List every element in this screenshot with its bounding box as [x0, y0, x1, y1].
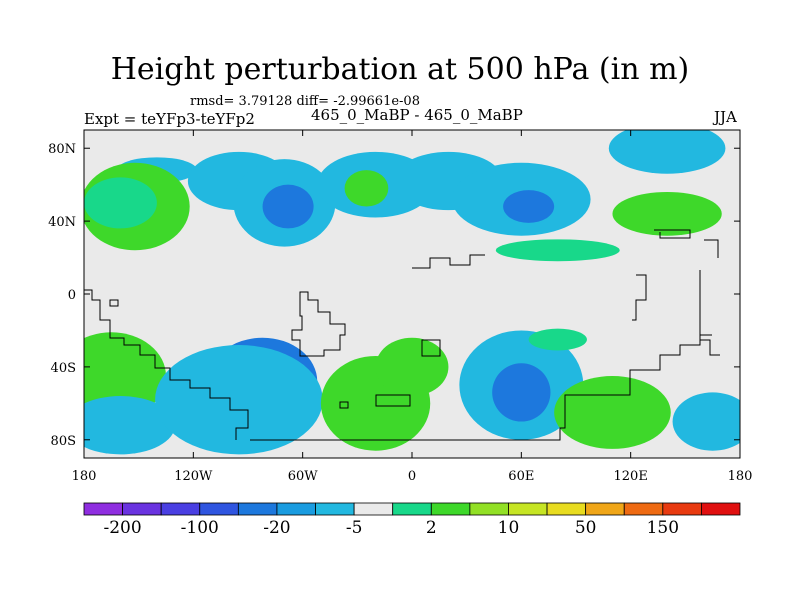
x-tick-label: 0 — [408, 469, 416, 484]
chart-title: Height perturbation at 500 hPa (in m) — [110, 52, 690, 87]
x-tick-label: 120W — [174, 469, 213, 484]
colorbar-bin — [276, 502, 316, 516]
season-label: JJA — [714, 108, 737, 126]
coastline-africa-north — [412, 254, 485, 269]
colorbar-bin — [469, 502, 509, 516]
region-sh-cyan-far-e — [672, 392, 740, 451]
region-sh-green-c2 — [375, 337, 449, 397]
colorbar-bin — [430, 502, 471, 516]
coastline-antarctic-west — [84, 289, 249, 440]
coastline-small-island — [109, 299, 119, 307]
x-tick-label: 180 — [728, 469, 753, 484]
colorbar-bin — [122, 502, 162, 516]
coastline-island-1 — [375, 394, 411, 407]
x-tick-label: 60E — [508, 469, 534, 484]
y-tick-label: 80N — [48, 142, 76, 157]
region-np-cyan-ne — [608, 130, 726, 174]
colorbar-label: 150 — [647, 518, 679, 538]
colorbar-bin — [508, 502, 548, 516]
y-tick-label: 40S — [51, 361, 76, 376]
coastline-south-america — [291, 291, 346, 357]
coastline-antarctica — [250, 334, 712, 441]
colorbar-bin — [237, 502, 278, 516]
colorbar-bin — [199, 502, 239, 516]
region-np-green-c — [344, 170, 389, 207]
colorbar-bin — [392, 502, 432, 516]
axes: 180 120W 60W 0 60E 120E 180 80N 40N 0 40S 80S — [48, 130, 752, 484]
y-tick-label: 0 — [68, 288, 76, 303]
colorbar-bin — [353, 502, 394, 516]
colorbar-bin — [546, 502, 587, 516]
stats-label: rmsd= 3.79128 diff= -2.99661e-08 — [190, 94, 420, 109]
colorbar-label: -100 — [181, 518, 219, 538]
case-label: 465_0_MaBP - 465_0_MaBP — [311, 106, 523, 124]
region-sh-green-small — [528, 328, 587, 351]
coastline-indonesia — [632, 274, 647, 321]
colorbar-bin — [623, 502, 664, 516]
y-tick-label: 80S — [51, 434, 76, 449]
region-sh-cyan-w — [84, 396, 176, 455]
colorbar-bin — [662, 502, 702, 516]
x-tick-label: 120E — [614, 469, 648, 484]
colorbar-label: -20 — [263, 518, 290, 538]
colorbar-label: 2 — [426, 518, 437, 538]
colorbar: -200 -100 -20 -5 2 10 50 150 — [83, 502, 741, 538]
coastline-japan — [654, 229, 691, 239]
region-sh-green-e — [554, 376, 671, 449]
coastline-island-2 — [339, 401, 349, 409]
experiment-label: Expt = teYFp3-teYFp2 — [84, 110, 255, 128]
colorbar-bin — [315, 502, 355, 516]
y-tick-label: 40N — [48, 215, 76, 230]
region-np-blue-core — [262, 184, 314, 229]
region-sh-blue-e — [492, 363, 551, 422]
colorbar-label: 10 — [498, 518, 520, 538]
colorbar-bin — [83, 502, 123, 516]
region-np-ltgreen-w — [84, 177, 157, 229]
x-tick-label: 180 — [72, 469, 97, 484]
x-tick-label: 60W — [288, 469, 319, 484]
region-np-green-band — [495, 239, 620, 262]
colorbar-label: -5 — [346, 518, 363, 538]
coastline-pacific-island — [704, 239, 719, 258]
coastlines — [84, 229, 720, 441]
contour-regions — [84, 130, 740, 455]
region-np-green-ne — [612, 191, 722, 236]
region-np-blue-e — [503, 190, 555, 223]
colorbar-bin — [701, 502, 741, 516]
colorbar-label: 50 — [575, 518, 597, 538]
colorbar-bin — [160, 502, 201, 516]
coastline-australia — [699, 270, 720, 356]
region-sh-cyan-blue-w — [155, 345, 323, 455]
coastline-madagascar — [421, 339, 441, 357]
colorbar-label: -200 — [103, 518, 141, 538]
colorbar-bin — [585, 502, 625, 516]
